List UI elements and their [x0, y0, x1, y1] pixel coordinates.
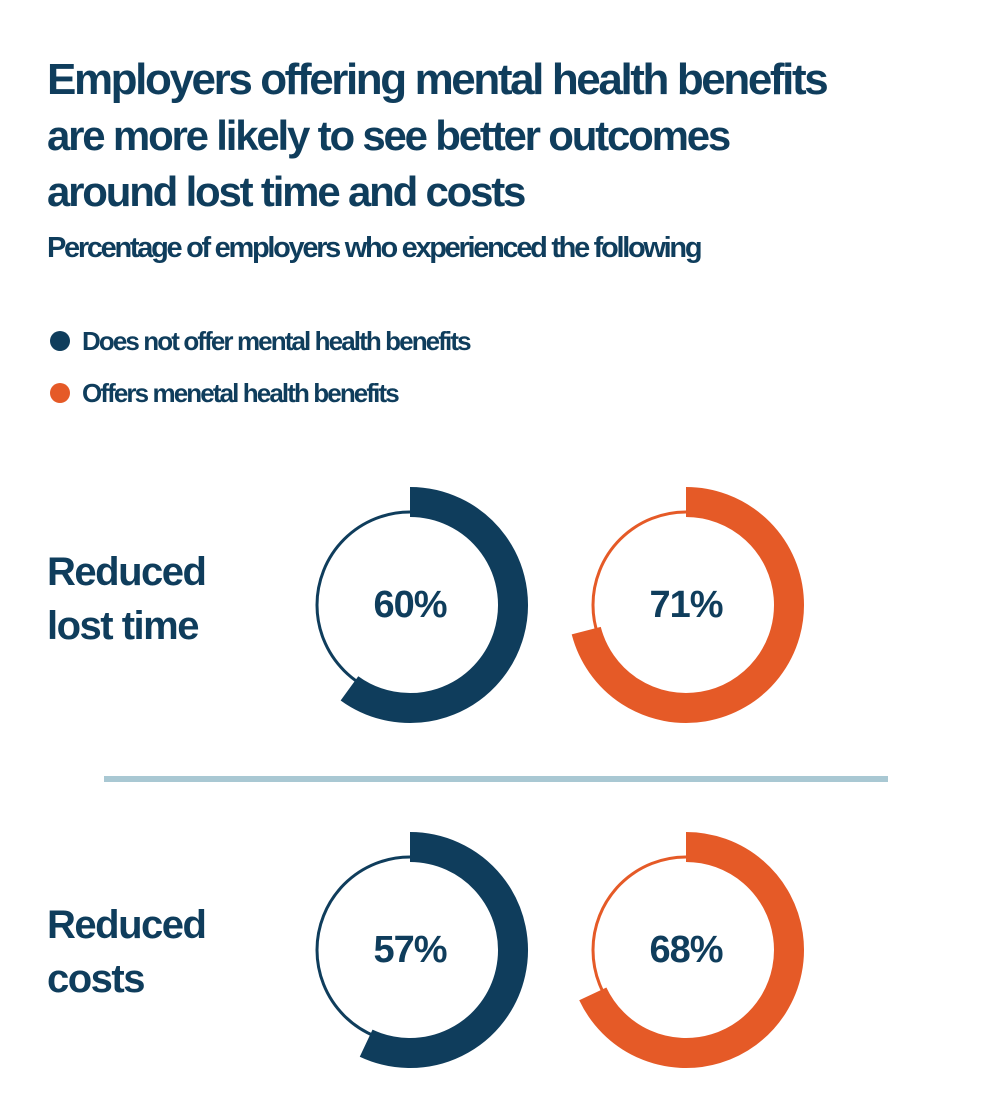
chart-title-line-3: around lost time and costs: [47, 168, 526, 215]
donut-value: 57%: [373, 928, 447, 971]
donut-value: 60%: [373, 583, 447, 626]
donut-ring-icon: [571, 487, 804, 723]
legend-label-benefits: Offers menetal health benefits: [82, 377, 400, 408]
legend: Does not offer mental health benefits Of…: [50, 325, 472, 429]
legend-item-benefits: Offers menetal health benefits: [50, 377, 470, 409]
donut-lost-time-benefits: 71%: [566, 485, 806, 725]
chart-title-line-2: are more likely to see better outcomes: [47, 112, 731, 159]
chart-title: Employers offering mental health benefit…: [47, 52, 947, 220]
donut-ring-icon: [315, 832, 528, 1068]
legend-dot-orange-icon: [50, 383, 70, 403]
legend-label-no-benefits: Does not offer mental health benefits: [82, 325, 472, 356]
donut-costs-no-benefits: 57%: [290, 830, 530, 1070]
row-label-line-1: Reduced: [47, 550, 207, 594]
chart-title-line-1: Employers offering mental health benefit…: [47, 55, 829, 104]
legend-dot-navy-icon: [50, 331, 70, 351]
donut-lost-time-no-benefits: 60%: [290, 485, 530, 725]
row-label-costs: Reduced costs: [47, 898, 207, 1006]
donut-ring-icon: [315, 487, 528, 723]
row-divider: [104, 776, 888, 782]
legend-item-no-benefits: Does not offer mental health benefits: [50, 325, 472, 357]
chart-subtitle: Percentage of employers who experienced …: [47, 232, 703, 264]
donut-ring-icon: [579, 832, 804, 1068]
row-label-line-2: costs: [47, 957, 146, 1001]
row-label-line-1: Reduced: [47, 903, 207, 947]
row-label-line-2: lost time: [47, 604, 199, 648]
donut-value: 71%: [649, 583, 723, 626]
donut-costs-benefits: 68%: [566, 830, 806, 1070]
row-label-lost-time: Reduced lost time: [47, 545, 207, 653]
donut-value: 68%: [649, 928, 723, 971]
